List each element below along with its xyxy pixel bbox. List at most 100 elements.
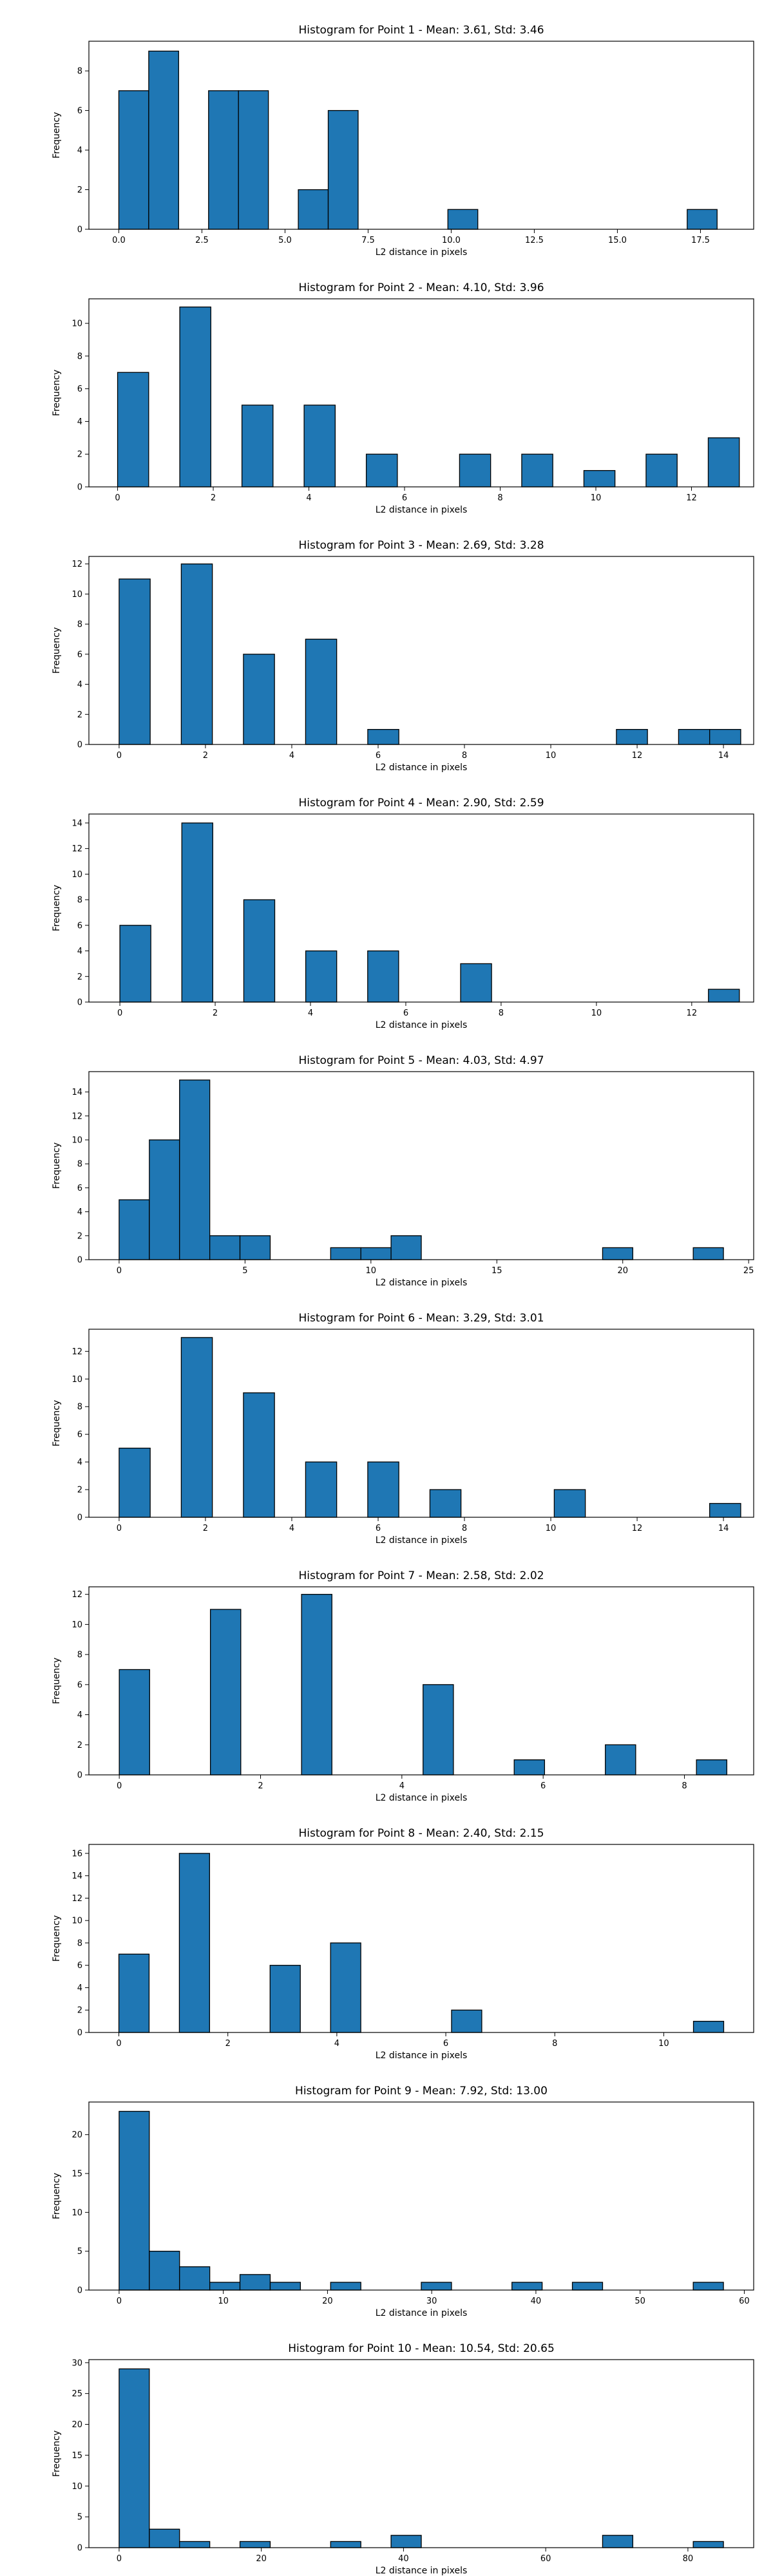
y-tick-label: 0: [77, 2286, 82, 2296]
y-tick-label: 0: [77, 225, 82, 235]
y-tick-label: 4: [77, 680, 82, 690]
histogram-bar: [696, 1759, 727, 1776]
x-tick-label: 10: [591, 1009, 602, 1018]
y-tick-label: 20: [72, 2420, 82, 2430]
plot-frame: [88, 1071, 754, 1260]
y-axis-label: Frequency: [52, 2430, 62, 2477]
x-tick-label: 4: [399, 1781, 405, 1791]
x-axis-label: L2 distance in pixels: [376, 2050, 468, 2061]
histogram-bar: [243, 1392, 275, 1518]
plot-frame: [88, 813, 754, 1003]
y-tick-label: 5: [77, 2513, 82, 2523]
plot-frame: [88, 1329, 754, 1518]
y-tick-label: 12: [72, 1347, 82, 1357]
histogram-bar: [118, 90, 149, 230]
y-tick-label: 30: [72, 2358, 82, 2368]
histogram-bar: [269, 1965, 301, 2033]
x-tick-label: 0: [117, 1266, 122, 1276]
x-tick-label: 15: [491, 1266, 502, 1276]
y-tick-label: 2: [77, 1741, 82, 1750]
plot-frame: [88, 2101, 754, 2291]
histogram-bar: [241, 404, 274, 488]
histogram-bar: [298, 189, 329, 230]
y-tick-label: 6: [77, 1680, 82, 1690]
y-axis-label: Frequency: [52, 1658, 62, 1704]
histogram-bar: [209, 1609, 242, 1776]
y-tick-label: 8: [77, 352, 82, 361]
y-tick-label: 25: [72, 2389, 82, 2399]
chart-title: Histogram for Point 10 - Mean: 10.54, St…: [288, 2342, 555, 2355]
histogram-chart-6: Histogram for Point 6 - Mean: 3.29, Std:…: [52, 1312, 754, 1546]
chart-title: Histogram for Point 7 - Mean: 2.58, Std:…: [298, 1569, 544, 1582]
histogram-bar: [708, 989, 740, 1003]
histogram-bar: [119, 925, 151, 1003]
y-tick-label: 2: [77, 1231, 82, 1241]
x-tick-label: 5.0: [278, 236, 292, 245]
histogram-bar: [707, 437, 740, 488]
histogram-bar: [330, 2541, 361, 2548]
y-tick-label: 8: [77, 896, 82, 905]
y-tick-label: 2: [77, 710, 82, 720]
y-tick-label: 10: [72, 1375, 82, 1385]
y-tick-label: 14: [72, 1871, 82, 1881]
x-tick-label: 0: [117, 1009, 122, 1018]
histogram-bar: [239, 2541, 271, 2548]
y-tick-label: 2: [77, 2006, 82, 2016]
x-axis-label: L2 distance in pixels: [376, 2308, 468, 2318]
x-tick-label: 10: [366, 1266, 377, 1276]
y-tick-label: 6: [77, 1961, 82, 1971]
x-tick-label: 12: [687, 1009, 698, 1018]
histogram-bar: [239, 1235, 271, 1260]
x-axis-label: L2 distance in pixels: [376, 762, 468, 773]
histogram-bar: [330, 1942, 361, 2033]
y-tick-label: 0: [77, 1771, 82, 1781]
histogram-bar: [119, 1447, 151, 1518]
histogram-bar: [149, 2251, 180, 2291]
histogram-bar: [367, 1461, 399, 1518]
x-axis-label: L2 distance in pixels: [376, 1278, 468, 1288]
histogram-chart-5: Histogram for Point 5 - Mean: 4.03, Std:…: [52, 1054, 754, 1288]
y-tick-label: 20: [72, 2130, 82, 2140]
histogram-bar: [367, 950, 399, 1003]
histogram-bar: [571, 2282, 604, 2291]
histogram-bar: [602, 1247, 634, 1260]
x-tick-label: 2: [225, 2039, 231, 2049]
y-tick-label: 2: [77, 185, 82, 195]
chart-title: Histogram for Point 4 - Mean: 2.90, Std:…: [298, 797, 544, 810]
histogram-bar: [209, 2282, 241, 2291]
y-tick-label: 10: [72, 2482, 82, 2492]
histogram-bar: [429, 1489, 462, 1518]
x-axis-label: L2 distance in pixels: [376, 505, 468, 515]
y-tick-label: 15: [72, 2451, 82, 2461]
histogram-bar: [179, 2541, 211, 2548]
x-tick-label: 4: [289, 751, 294, 761]
x-axis-label: L2 distance in pixels: [376, 2566, 468, 2576]
y-tick-label: 15: [72, 2170, 82, 2179]
x-tick-label: 10: [546, 751, 557, 761]
x-tick-label: 8: [462, 1524, 467, 1533]
histogram-bar: [709, 1502, 741, 1518]
y-tick-label: 0: [77, 998, 82, 1008]
histogram-bar: [243, 899, 276, 1003]
histogram-bar: [119, 1669, 150, 1776]
y-tick-label: 0: [77, 1256, 82, 1265]
histogram-bar: [118, 1953, 150, 2033]
x-tick-label: 10: [591, 493, 602, 503]
x-tick-label: 15.0: [608, 236, 627, 245]
y-tick-label: 8: [77, 1651, 82, 1660]
histogram-panel-3: Histogram for Point 3 - Mean: 2.69, Std:…: [0, 515, 773, 773]
histogram-bar: [209, 1235, 241, 1260]
x-tick-label: 8: [497, 493, 502, 503]
histogram-bar: [511, 2282, 543, 2291]
histogram-bar: [178, 1853, 211, 2033]
y-tick-label: 12: [72, 1894, 82, 1904]
y-tick-label: 4: [77, 146, 82, 156]
histogram-bar: [365, 453, 398, 488]
y-tick-label: 6: [77, 921, 82, 931]
histogram-panel-2: Histogram for Point 2 - Mean: 4.10, Std:…: [0, 258, 773, 515]
histogram-bar: [149, 2528, 180, 2548]
x-tick-label: 6: [403, 1009, 408, 1018]
histogram-bar: [269, 2282, 301, 2291]
y-tick-label: 14: [72, 819, 82, 828]
x-tick-label: 80: [683, 2554, 694, 2564]
